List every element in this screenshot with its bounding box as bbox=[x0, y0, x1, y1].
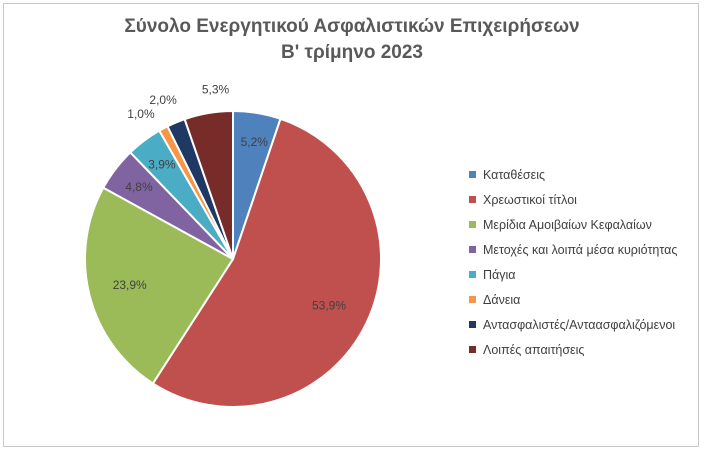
legend-item-deposits: Καταθέσεις bbox=[469, 162, 677, 187]
pie-slice-other-receivables bbox=[183, 109, 234, 260]
legend-item-other-receivables: Λοιπές απαιτήσεις bbox=[469, 337, 677, 362]
chart-title: Σύνολο Ενεργητικού Ασφαλιστικών Επιχειρή… bbox=[4, 14, 700, 66]
data-label-debt-securities: 53,9% bbox=[312, 298, 346, 312]
legend-swatch-equity bbox=[469, 246, 476, 253]
data-label-deposits: 5,2% bbox=[241, 135, 269, 149]
chart-area: Σύνολο Ενεργητικού Ασφαλιστικών Επιχειρή… bbox=[3, 3, 699, 447]
legend-swatch-mutual-fund-units bbox=[469, 221, 476, 228]
legend-label-mutual-fund-units: Μερίδια Αμοιβαίων Κεφαλαίων bbox=[483, 217, 652, 232]
legend-item-fixed-assets: Πάγια bbox=[469, 262, 677, 287]
chart-title-line-2: Β' τρίμηνο 2023 bbox=[281, 42, 423, 63]
legend-label-deposits: Καταθέσεις bbox=[483, 167, 546, 182]
legend-item-equity: Μετοχές και λοιπά μέσα κυριότητας bbox=[469, 237, 677, 262]
legend-swatch-fixed-assets bbox=[469, 271, 476, 278]
legend-item-reinsurers: Αντασφαλιστές/Ανταασφαλιζόμενοι bbox=[469, 312, 677, 337]
legend-item-mutual-fund-units: Μερίδια Αμοιβαίων Κεφαλαίων bbox=[469, 212, 677, 237]
data-label-reinsurers: 2,0% bbox=[149, 93, 177, 107]
legend-label-debt-securities: Χρεωστικοί τίτλοι bbox=[483, 192, 577, 207]
pie-slice-debt-securities bbox=[151, 117, 382, 408]
legend-label-loans: Δάνεια bbox=[483, 292, 521, 307]
data-label-mutual-fund-units: 23,9% bbox=[113, 278, 147, 292]
legend-item-loans: Δάνεια bbox=[469, 287, 677, 312]
legend-label-reinsurers: Αντασφαλιστές/Ανταασφαλιζόμενοι bbox=[483, 317, 676, 332]
legend-label-other-receivables: Λοιπές απαιτήσεις bbox=[483, 342, 585, 357]
pie-slice-mutual-fund-units bbox=[84, 186, 235, 385]
legend-item-debt-securities: Χρεωστικοί τίτλοι bbox=[469, 187, 677, 212]
data-label-fixed-assets: 3,9% bbox=[148, 157, 176, 171]
legend-swatch-deposits bbox=[469, 171, 476, 178]
legend-swatch-other-receivables bbox=[469, 346, 476, 353]
legend: Καταθέσεις Χρεωστικοί τίτλοι Μερίδια Αμοιβ… bbox=[469, 162, 677, 362]
pie-plot: 5,2% 53,9% 23,9% 4,8% 3,9% 1,0%2,0% 5,3% bbox=[84, 83, 382, 408]
legend-swatch-reinsurers bbox=[469, 321, 476, 328]
legend-label-fixed-assets: Πάγια bbox=[483, 267, 516, 282]
chart-title-line-1: Σύνολο Ενεργητικού Ασφαλιστικών Επιχειρή… bbox=[124, 16, 580, 37]
legend-label-equity: Μετοχές και λοιπά μέσα κυριότητας bbox=[483, 242, 678, 257]
legend-swatch-loans bbox=[469, 296, 476, 303]
data-label-loans: 1,0% bbox=[127, 107, 155, 121]
data-label-other-receivables: 5,3% bbox=[202, 83, 230, 97]
legend-swatch-debt-securities bbox=[469, 196, 476, 203]
data-label-equity: 4,8% bbox=[125, 180, 153, 194]
